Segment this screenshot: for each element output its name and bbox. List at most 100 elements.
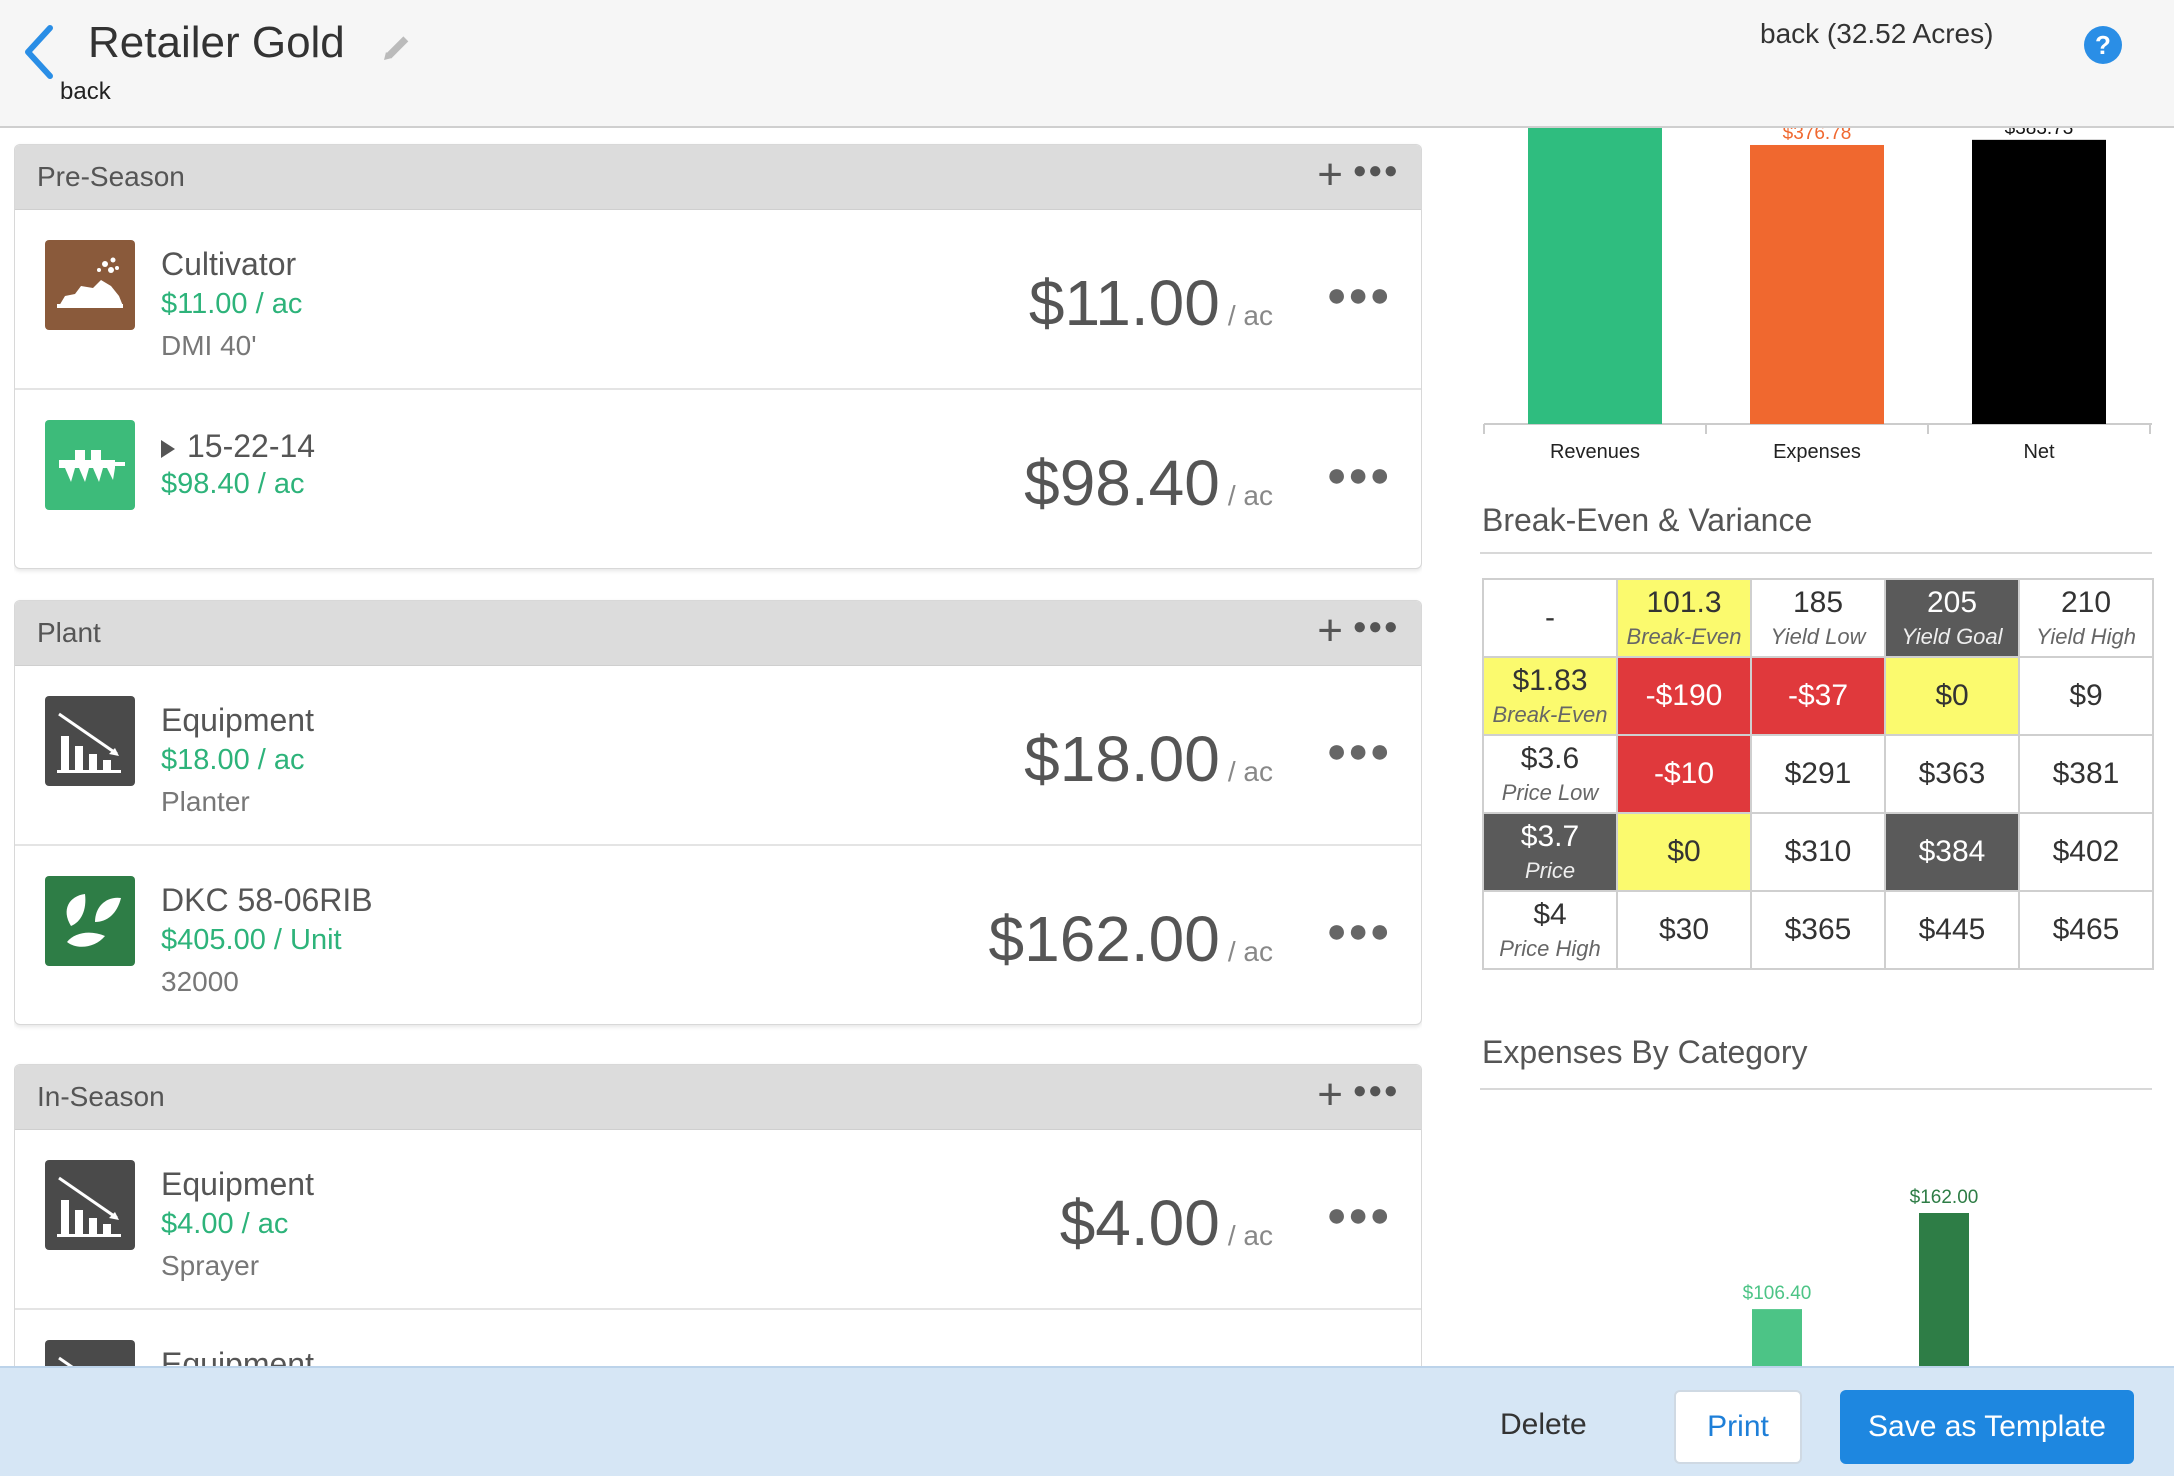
item-more-icon[interactable]: ●●● — [1326, 456, 1391, 494]
cell-value: $291 — [1784, 757, 1852, 790]
table-cell: $384 — [1884, 812, 2020, 892]
price-unit: / ac — [1227, 480, 1273, 511]
table-cell: 210 Yield High — [2018, 578, 2154, 658]
item-rate: $405.00 / Unit — [161, 924, 342, 956]
cell-value: $310 — [1784, 835, 1852, 868]
expenses-by-category-chart: $106.40 $162.00 — [1743, 1187, 1979, 1368]
top-bar: back Retailer Gold back (32.52 Acres) ? — [0, 0, 2174, 128]
cultivator-icon — [45, 240, 135, 330]
expand-arrow-icon[interactable] — [161, 439, 175, 458]
section-title: Pre-Season — [37, 161, 185, 192]
section-more-icon[interactable]: ●●● — [1352, 1077, 1399, 1104]
cell-value: -$190 — [1645, 679, 1723, 712]
line-item[interactable]: 15-22-14 $98.40 / ac $98.40/ ac ●●● — [15, 390, 1421, 568]
line-item[interactable]: DKC 58-06RIB $405.00 / Unit 32000 $162.0… — [15, 846, 1421, 1024]
item-name: Equipment — [161, 1166, 314, 1202]
item-name: Equipment — [161, 702, 314, 738]
x-tick-label: Net — [2023, 441, 2055, 463]
cell-value: - — [1545, 601, 1555, 634]
cell-value: $384 — [1918, 835, 1986, 868]
line-item[interactable]: Cultivator $11.00 / ac DMI 40' $11.00/ a… — [15, 210, 1421, 390]
bar-value-label: $383.73 — [2005, 128, 2074, 139]
back-link[interactable]: back — [60, 78, 111, 105]
cell-caption: Price — [1524, 858, 1576, 883]
table-cell: $3.7 Price — [1482, 812, 1618, 892]
item-rate: $18.00 / ac — [161, 744, 305, 776]
item-more-icon[interactable]: ●●● — [1326, 276, 1391, 314]
back-chevron-icon[interactable] — [20, 22, 56, 82]
add-item-button[interactable]: + — [1317, 1070, 1343, 1119]
price-unit: / ac — [1227, 756, 1273, 787]
table-cell: $9 — [2018, 656, 2154, 736]
cell-value: $0 — [1667, 835, 1701, 868]
acres-summary: back (32.52 Acres) — [1760, 18, 1994, 49]
delete-button[interactable]: Delete — [1500, 1408, 1587, 1441]
item-name: 15-22-14 — [161, 428, 315, 465]
item-more-icon[interactable]: ●●● — [1326, 732, 1391, 770]
table-cell: $402 — [2018, 812, 2154, 892]
heading-divider — [1480, 552, 2152, 554]
bar-revenues — [1528, 128, 1662, 424]
line-item[interactable]: Equipment — [15, 1310, 1421, 1368]
item-price: $98.40/ ac — [1024, 446, 1273, 520]
item-more-icon[interactable]: ●●● — [1326, 1196, 1391, 1234]
category-bar — [1752, 1309, 1802, 1368]
cell-value: $4 — [1533, 898, 1567, 931]
cell-value: $365 — [1784, 913, 1852, 946]
line-item[interactable]: Equipment $4.00 / ac Sprayer $4.00/ ac ●… — [15, 1130, 1421, 1310]
table-row: $4 Price High $30 $365 $445 $465 — [1482, 890, 2154, 970]
item-name: DKC 58-06RIB — [161, 882, 373, 918]
bar-net — [1972, 139, 2106, 424]
cell-value: $9 — [2069, 679, 2103, 712]
category-bar-value-label: $162.00 — [1910, 1187, 1979, 1208]
add-item-button[interactable]: + — [1317, 606, 1343, 655]
table-cell: $291 — [1750, 734, 1886, 814]
line-item[interactable]: Equipment $18.00 / ac Planter $18.00/ ac… — [15, 666, 1421, 846]
table-cell: $445 — [1884, 890, 2020, 970]
x-tick-label: Revenues — [1550, 441, 1640, 463]
add-item-button[interactable]: + — [1317, 150, 1343, 199]
item-price: $11.00/ ac — [1029, 266, 1273, 340]
help-icon[interactable]: ? — [2084, 26, 2122, 64]
cell-caption: Break-Even — [1492, 702, 1608, 727]
section-more-icon[interactable]: ●●● — [1352, 157, 1399, 184]
section-more-icon[interactable]: ●●● — [1352, 613, 1399, 640]
cell-caption: Yield Goal — [1901, 624, 2003, 649]
expenses-by-category-heading: Expenses By Category — [1482, 1034, 1808, 1070]
item-price: $18.00/ ac — [1024, 722, 1273, 796]
item-more-icon[interactable]: ●●● — [1326, 912, 1391, 950]
cell-value: $381 — [2052, 757, 2120, 790]
table-cell: $465 — [2018, 890, 2154, 970]
table-row: - 101.3 Break-Even 185 Yield Low 205 Yield Goa… — [1482, 578, 2154, 658]
cell-caption: Price Low — [1501, 780, 1599, 805]
bar-value-label: $376.78 — [1783, 128, 1852, 144]
category-bar-value-label: $106.40 — [1743, 1283, 1812, 1304]
table-row: $3.7 Price $0 $310 $384 $402 — [1482, 812, 2154, 892]
depreciation-chart-icon — [45, 696, 135, 786]
price-value: $11.00 — [1028, 267, 1220, 339]
table-row: $3.6 Price Low -$10 $291 $363 $381 — [1482, 734, 2154, 814]
print-button[interactable]: Print — [1674, 1390, 1802, 1464]
cell-value: $445 — [1918, 913, 1986, 946]
item-name: Cultivator — [161, 246, 297, 282]
save-as-template-button[interactable]: Save as Template — [1840, 1390, 2134, 1464]
table-cell: $30 — [1616, 890, 1752, 970]
section-header: Plant + ●●● — [15, 601, 1421, 666]
table-cell: $363 — [1884, 734, 2020, 814]
break-even-heading: Break-Even & Variance — [1482, 502, 1813, 538]
price-unit: / ac — [1227, 1220, 1273, 1251]
item-name: Equipment — [161, 1346, 314, 1368]
item-subtitle: Sprayer — [161, 1250, 260, 1281]
table-cell: -$37 — [1750, 656, 1886, 736]
edit-pencil-icon[interactable] — [380, 30, 414, 64]
table-cell: -$190 — [1616, 656, 1752, 736]
item-subtitle: DMI 40' — [161, 330, 257, 361]
seeder-icon — [45, 420, 135, 510]
price-value: $4.00 — [1059, 1187, 1220, 1259]
budget-sections: Pre-Season + ●●● Cultivator $11.00 / ac … — [14, 128, 1422, 1368]
cell-value: $1.83 — [1512, 664, 1588, 697]
table-cell: 205 Yield Goal — [1884, 578, 2020, 658]
cell-value: $0 — [1935, 679, 1969, 712]
cell-caption: Yield High — [2036, 624, 2136, 649]
price-unit: / ac — [1227, 300, 1273, 331]
